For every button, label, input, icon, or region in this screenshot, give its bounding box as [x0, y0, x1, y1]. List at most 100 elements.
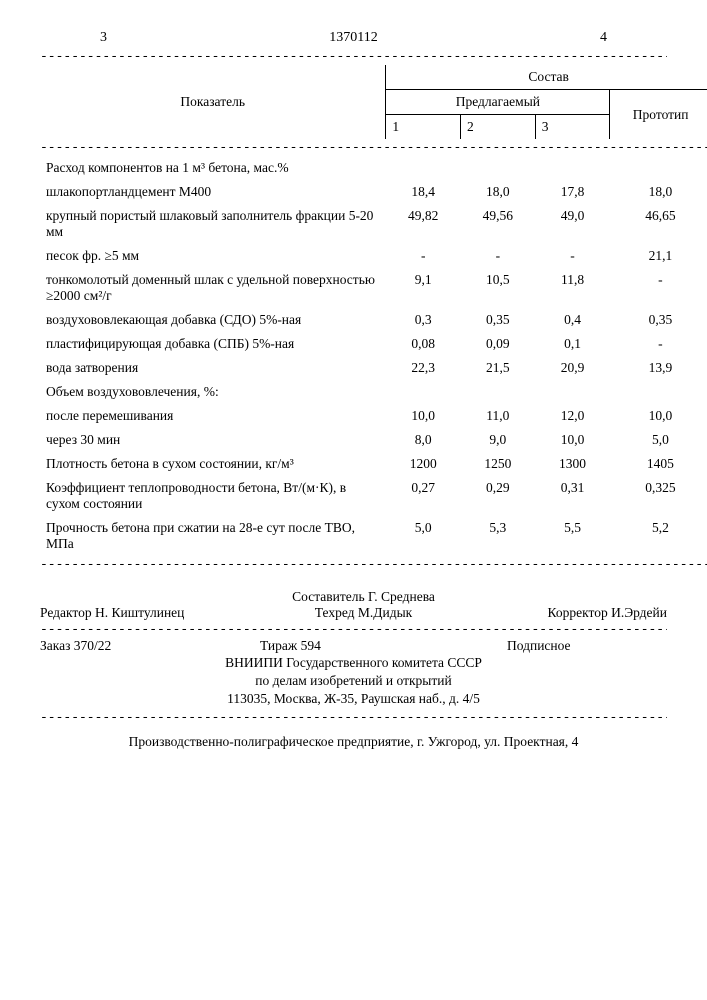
cell-value: 1250 [461, 452, 536, 476]
footer-subscribe: Подписное [507, 638, 667, 654]
table-row: Коэффициент теплопроводности бетона, Вт/… [40, 476, 707, 516]
cell-value: - [461, 244, 536, 268]
row-label: тонкомолотый доменный шлак с удельной по… [40, 268, 386, 308]
data-table: Показатель Состав Предлагаемый Прототип … [40, 65, 707, 573]
cell-value [461, 380, 536, 404]
page-right: 4 [600, 30, 607, 46]
cell-value: 10,5 [461, 268, 536, 308]
row-label: Расход компонентов на 1 м³ бетона, мас.% [40, 156, 386, 180]
cell-value: 21,1 [610, 244, 707, 268]
row-label: через 30 мин [40, 428, 386, 452]
cell-value: 5,2 [610, 516, 707, 556]
footer-tirazh: Тираж 594 [220, 638, 507, 654]
cell-value [386, 380, 461, 404]
cell-value: 0,27 [386, 476, 461, 516]
page-center: 1370112 [329, 30, 377, 46]
divider-header: ----------------------------------------… [40, 141, 707, 154]
divider-footer-1: ----------------------------------------… [40, 623, 667, 636]
footer-corrector: Корректор И.Эрдейи [507, 605, 667, 621]
table-row: вода затворения22,321,520,913,9 [40, 356, 707, 380]
cell-value: 21,5 [461, 356, 536, 380]
cell-value: 0,09 [461, 332, 536, 356]
page-number-row: 3 1370112 4 [100, 30, 607, 46]
cell-value: 0,35 [461, 308, 536, 332]
cell-value: 9,1 [386, 268, 461, 308]
table-row: после перемешивания10,011,012,010,0 [40, 404, 707, 428]
row-label: Плотность бетона в сухом сос­тоянии, кг/… [40, 452, 386, 476]
cell-value: 1405 [610, 452, 707, 476]
cell-value: 13,9 [610, 356, 707, 380]
cell-value: 0,325 [610, 476, 707, 516]
table-row: шлакопортландцемент М40018,418,017,818,0 [40, 180, 707, 204]
footer-tech: Техред М.Дидык [220, 605, 507, 621]
cell-value: 0,29 [461, 476, 536, 516]
cell-value: 20,9 [535, 356, 610, 380]
cell-value: 1300 [535, 452, 610, 476]
header-sostav: Состав [386, 65, 707, 90]
cell-value [535, 156, 610, 180]
header-prototype: Прототип [610, 90, 707, 140]
row-label: после перемешивания [40, 404, 386, 428]
cell-value: 17,8 [535, 180, 610, 204]
footer-order: Заказ 370/22 [40, 638, 220, 654]
cell-value: 5,0 [610, 428, 707, 452]
cell-value: 46,65 [610, 204, 707, 244]
cell-value: 0,08 [386, 332, 461, 356]
row-label: вода затворения [40, 356, 386, 380]
cell-value: 18,4 [386, 180, 461, 204]
header-row-1: Показатель Состав [40, 65, 707, 90]
header-col-1: 1 [386, 115, 461, 140]
cell-value: 18,0 [461, 180, 536, 204]
footer-editor: Редактор Н. Киштулинец [40, 605, 220, 621]
cell-value: 18,0 [610, 180, 707, 204]
footer-addr: 113035, Москва, Ж-35, Раушская наб., д. … [40, 690, 667, 708]
cell-value [535, 380, 610, 404]
table-row: тонкомолотый доменный шлак с удельной по… [40, 268, 707, 308]
cell-value: 8,0 [386, 428, 461, 452]
cell-value [610, 156, 707, 180]
table-row: пластифицирующая добав­ка (СПБ) 5%-ная0,… [40, 332, 707, 356]
table-row: крупный пористый шлаковый заполнитель фр… [40, 204, 707, 244]
footer-block: Составитель Г. Среднева Редактор Н. Кишт… [40, 589, 667, 724]
row-label: песок фр. ≥5 мм [40, 244, 386, 268]
cell-value: 11,0 [461, 404, 536, 428]
divider-footer-2: ----------------------------------------… [40, 711, 667, 724]
cell-value [610, 380, 707, 404]
cell-value: 0,3 [386, 308, 461, 332]
row-label: шлакопортландцемент М400 [40, 180, 386, 204]
cell-value: 0,31 [535, 476, 610, 516]
divider-top: ----------------------------------------… [40, 50, 667, 63]
cell-value [386, 156, 461, 180]
cell-value: 11,8 [535, 268, 610, 308]
cell-value: 49,82 [386, 204, 461, 244]
cell-value: 1200 [386, 452, 461, 476]
row-label: Прочность бетона при сжатии на 28-е сут … [40, 516, 386, 556]
cell-value: 5,3 [461, 516, 536, 556]
footer-enterprise: Производственно-полиграфическое предприя… [40, 734, 667, 750]
cell-value: 10,0 [386, 404, 461, 428]
cell-value: - [610, 268, 707, 308]
cell-value: - [386, 244, 461, 268]
cell-value: 0,35 [610, 308, 707, 332]
cell-value: 49,56 [461, 204, 536, 244]
cell-value: 5,0 [386, 516, 461, 556]
header-col-2: 2 [461, 115, 536, 140]
table-row: через 30 мин8,09,010,05,0 [40, 428, 707, 452]
table-row: воздухововлекающая добав­ка (СДО) 5%-ная… [40, 308, 707, 332]
footer-org2: по делам изобретений и открытий [40, 672, 667, 690]
cell-value: 0,1 [535, 332, 610, 356]
footer-org1: ВНИИПИ Государственного комитета СССР [40, 654, 667, 672]
cell-value: 10,0 [535, 428, 610, 452]
row-label: Коэффициент теплопроводности бетона, Вт/… [40, 476, 386, 516]
cell-value: 0,4 [535, 308, 610, 332]
footer-composer: Составитель Г. Среднева [220, 589, 507, 605]
row-label: крупный пористый шлаковый заполнитель фр… [40, 204, 386, 244]
cell-value: 9,0 [461, 428, 536, 452]
cell-value: - [535, 244, 610, 268]
row-label: пластифицирующая добав­ка (СПБ) 5%-ная [40, 332, 386, 356]
cell-value: 49,0 [535, 204, 610, 244]
header-indicator: Показатель [40, 65, 386, 139]
divider-bottom: ----------------------------------------… [40, 558, 707, 571]
table-row: Плотность бетона в сухом сос­тоянии, кг/… [40, 452, 707, 476]
header-proposed: Предлагаемый [386, 90, 610, 115]
